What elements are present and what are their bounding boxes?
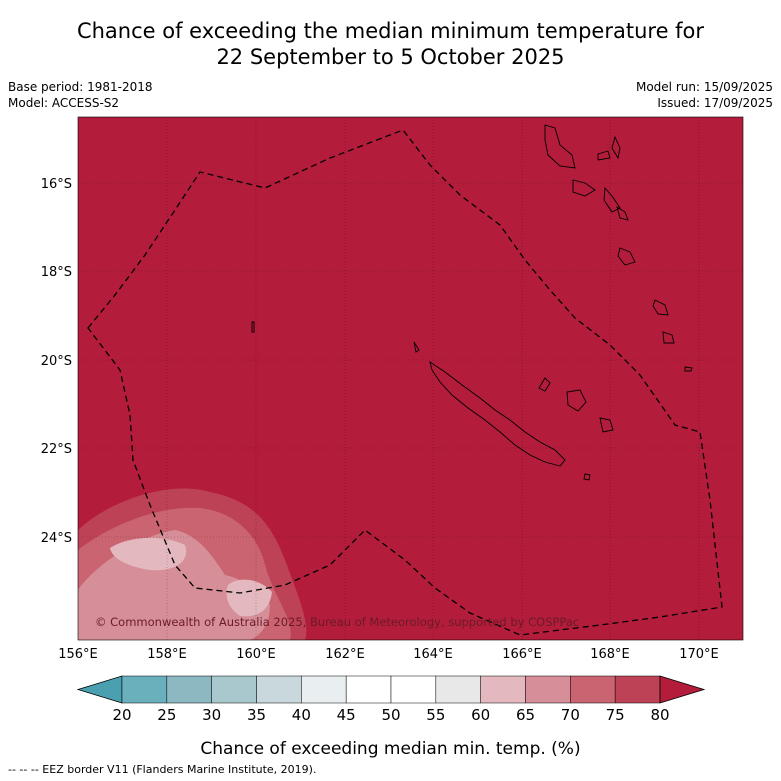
coastlines xyxy=(251,124,693,481)
colorbar-ticks: 20 25 30 35 40 45 50 55 60 65 70 75 80 xyxy=(112,706,669,724)
title-line-2: 22 September to 5 October 2025 xyxy=(216,45,565,69)
colorbar-segment xyxy=(525,675,571,704)
small-island-2 xyxy=(413,341,420,353)
small-island-1 xyxy=(251,321,255,333)
small-island-3 xyxy=(583,473,591,481)
colorbar-segment xyxy=(390,675,437,704)
colorbar-extend-low xyxy=(76,675,123,704)
colorbar-segment xyxy=(435,675,481,704)
model-name: Model: ACCESS-S2 xyxy=(8,96,120,110)
lat-label: 18°S xyxy=(41,265,72,280)
title-line-1: Chance of exceeding the median minimum t… xyxy=(76,19,705,43)
colorbar-segment xyxy=(570,675,616,704)
chart-title: Chance of exceeding the median minimum t… xyxy=(0,18,781,70)
meta-left: Base period: 1981-2018 Model: ACCESS-S2 xyxy=(8,79,153,111)
colorbar-tick-label: 55 xyxy=(426,706,445,724)
colorbar-tick-label: 50 xyxy=(381,706,400,724)
lon-label: 164°E xyxy=(413,647,453,662)
colorbar-segment xyxy=(211,675,257,704)
eez-border xyxy=(87,129,723,636)
lat-label: 20°S xyxy=(41,354,72,369)
lat-label: 16°S xyxy=(41,177,72,192)
colorbar-tick-label: 65 xyxy=(516,706,535,724)
colorbar-tick-label: 80 xyxy=(650,706,669,724)
colorbar-segment xyxy=(480,675,526,704)
colorbar-segment xyxy=(256,675,302,704)
colorbar-label: Chance of exceeding median min. temp. (%… xyxy=(200,739,581,759)
colorbar-tick-label: 30 xyxy=(202,706,221,724)
colorbar-tick-label: 20 xyxy=(112,706,131,724)
colorbar-tick-label: 75 xyxy=(606,706,625,724)
colorbar-segment xyxy=(301,675,347,704)
lat-label: 22°S xyxy=(41,442,72,457)
colorbar-tick-label: 70 xyxy=(561,706,580,724)
copyright-text: © Commonwealth of Australia 2025, Bureau… xyxy=(95,615,579,629)
gridlines xyxy=(78,117,743,640)
lat-label: 24°S xyxy=(41,531,72,546)
eez-legend-note: -- -- -- EEZ border V11 (Flanders Marine… xyxy=(8,763,317,776)
colorbar-tick-label: 45 xyxy=(337,706,356,724)
model-run: Model run: 15/09/2025 xyxy=(635,80,773,94)
colorbar-tick-label: 35 xyxy=(247,706,266,724)
meta-right: Model run: 15/09/2025 Issued: 17/09/2025 xyxy=(636,79,773,111)
lon-label: 160°E xyxy=(236,647,276,662)
lon-label: 162°E xyxy=(325,647,365,662)
map-frame xyxy=(77,116,744,641)
colorbar-segment xyxy=(121,675,168,704)
colorbar-segment xyxy=(614,675,661,704)
lon-label: 158°E xyxy=(147,647,187,662)
colorbar-tick-label: 25 xyxy=(157,706,176,724)
lon-label: 166°E xyxy=(502,647,542,662)
colorbar-segment xyxy=(345,675,392,704)
colorbar-tick-label: 40 xyxy=(292,706,311,724)
lon-label: 170°E xyxy=(679,647,719,662)
new-caledonia-island xyxy=(429,360,566,467)
colorbar-segment xyxy=(166,675,212,704)
colorbar-tick-label: 60 xyxy=(471,706,490,724)
issued-date: Issued: 17/09/2025 xyxy=(657,96,773,110)
base-period: Base period: 1981-2018 xyxy=(8,80,153,94)
lon-label: 168°E xyxy=(590,647,630,662)
lon-labels: 156°E 158°E 160°E 162°E 164°E 166°E 168°… xyxy=(58,647,719,662)
colorbar xyxy=(76,675,706,704)
loyalty-islands xyxy=(538,377,614,433)
lon-label: 156°E xyxy=(58,647,98,662)
colorbar-extend-high xyxy=(659,675,706,704)
lat-labels: 16°S 18°S 20°S 22°S 24°S xyxy=(41,177,72,546)
vanuatu-islands xyxy=(544,124,693,372)
